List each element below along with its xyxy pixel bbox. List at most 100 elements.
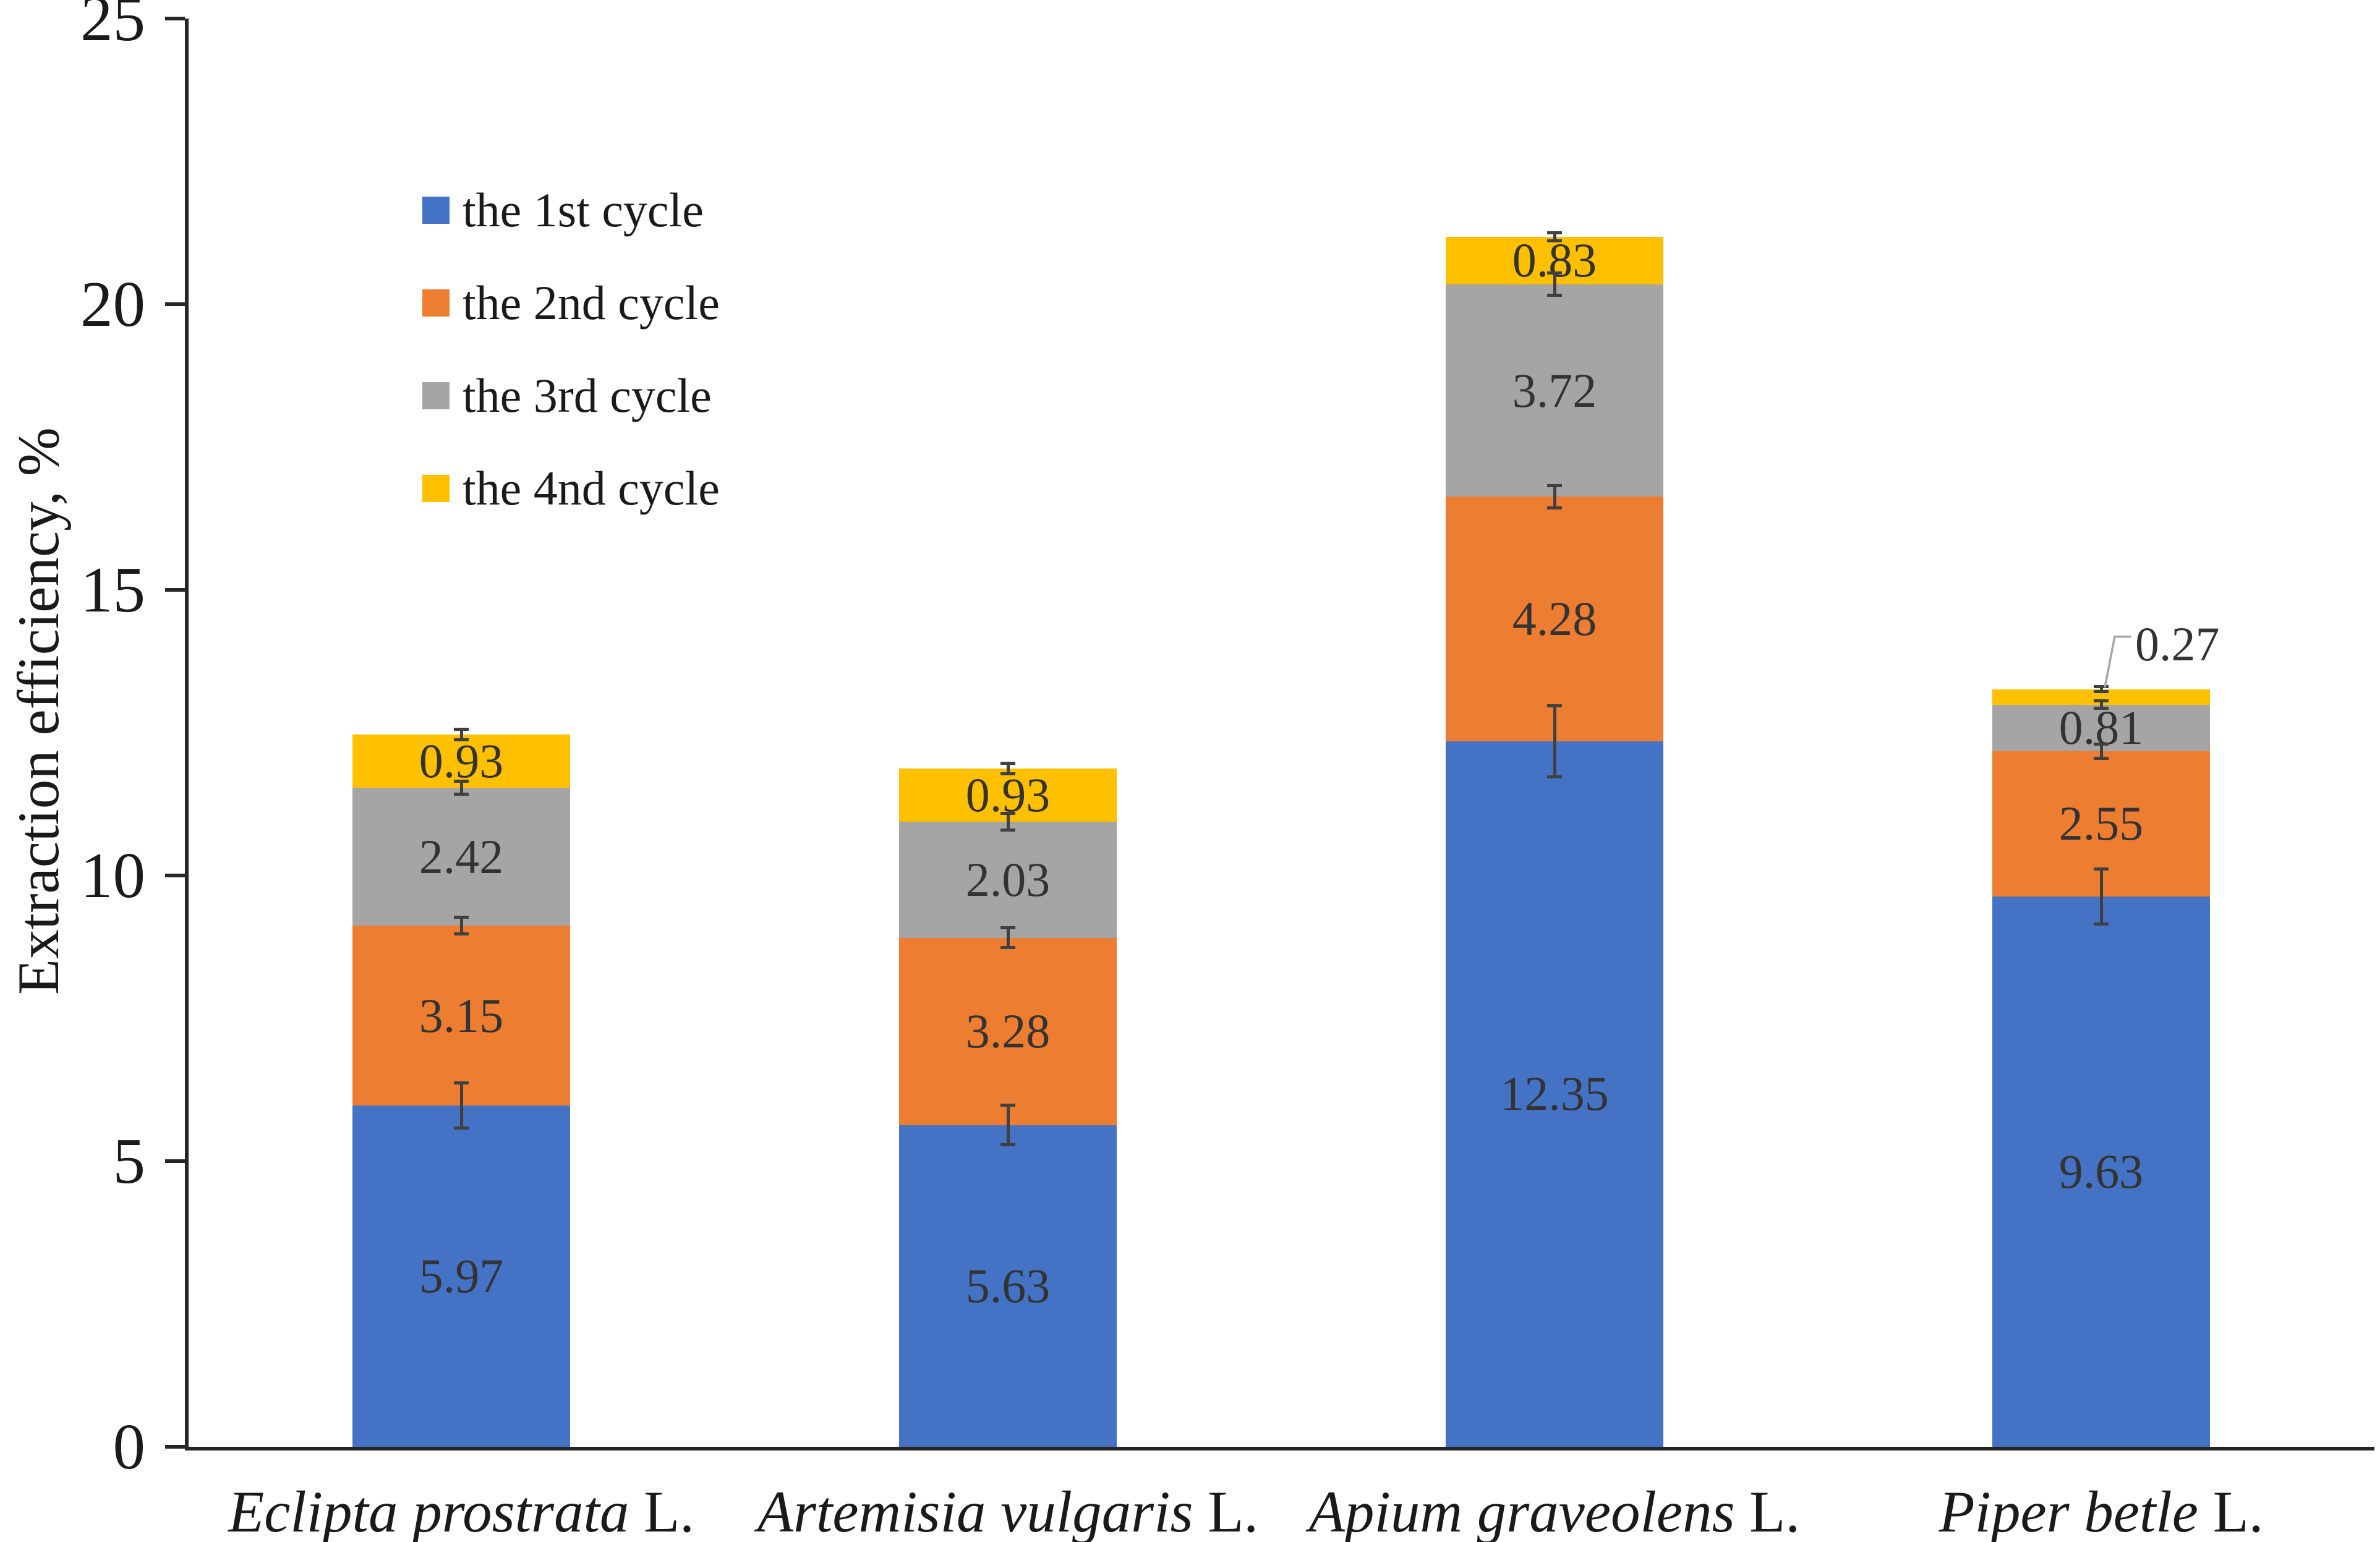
error-bar-top-cap — [454, 779, 469, 783]
error-bar-bottom-cap — [1000, 829, 1015, 832]
bar-segment — [899, 1125, 1117, 1447]
species-name: Eclipta prostrata — [228, 1479, 629, 1542]
error-bar-bottom-cap — [2094, 707, 2109, 710]
error-bar-bottom-cap — [1000, 772, 1015, 776]
error-bar-line — [1553, 232, 1556, 242]
error-bar-line — [1553, 273, 1556, 296]
error-bar-bottom-cap — [2094, 922, 2109, 926]
error-bar-bottom-cap — [1547, 775, 1562, 779]
species-suffix: L. — [1193, 1479, 1259, 1542]
bar-segment-label: 0.93 — [965, 768, 1051, 822]
error-bar-top-cap — [2094, 742, 2109, 746]
bar-segment-label: 2.42 — [419, 829, 504, 884]
species-suffix: L. — [2198, 1479, 2264, 1542]
y-tick-mark — [165, 302, 185, 306]
y-tick-mark — [165, 874, 185, 877]
x-axis-category-label: Piper betle L. — [1828, 1483, 2374, 1541]
error-bar-bottom-cap — [1000, 1143, 1015, 1147]
error-bar-top-cap — [454, 727, 469, 731]
error-bar-top-cap — [2094, 867, 2109, 871]
error-bar-bottom-cap — [454, 932, 469, 936]
error-bar-bottom-cap — [454, 1127, 469, 1130]
legend-item-label: the 1st cycle — [463, 183, 704, 237]
error-bar-top-cap — [1000, 761, 1015, 765]
error-bar-line — [460, 917, 463, 935]
error-bar-top-cap — [454, 1081, 469, 1085]
error-bar-line — [2100, 701, 2103, 709]
species-suffix: L. — [1734, 1479, 1801, 1542]
bar-segment-label: 5.97 — [419, 1249, 504, 1303]
error-bar-line — [460, 780, 463, 794]
error-bar-line — [2100, 686, 2103, 692]
x-axis-category-label: Apium graveolens L. — [1281, 1483, 1828, 1541]
y-tick-label: 5 — [113, 1125, 146, 1197]
bar-segment — [1446, 284, 1663, 497]
legend-swatch — [422, 197, 450, 224]
bar-segment — [899, 822, 1117, 938]
error-bar-line — [1007, 1105, 1010, 1146]
error-bar-line — [1007, 813, 1010, 830]
error-bar-top-cap — [1547, 231, 1562, 234]
legend-swatch — [422, 382, 450, 409]
error-bar-top-cap — [454, 916, 469, 919]
bar-segment-label: 3.72 — [1512, 363, 1597, 417]
y-tick-label: 20 — [80, 268, 145, 340]
bar-segment-label: 3.15 — [419, 988, 504, 1042]
error-bar-line — [2100, 743, 2103, 759]
error-bar-bottom-cap — [454, 792, 469, 796]
error-bar-top-cap — [1000, 926, 1015, 930]
y-tick-label: 15 — [80, 553, 145, 626]
error-bar-top-cap — [1000, 812, 1015, 816]
bar-segment — [899, 937, 1117, 1125]
callout-label: 0.27 — [2135, 616, 2220, 671]
y-tick-label: 10 — [80, 839, 145, 911]
error-bar-line — [2100, 868, 2103, 925]
error-bar-bottom-cap — [1547, 294, 1562, 297]
error-bar-bottom-cap — [2094, 756, 2109, 760]
species-suffix: L. — [629, 1479, 694, 1542]
bar-segment-label: 3.28 — [965, 1004, 1051, 1059]
error-bar-bottom-cap — [2094, 690, 2109, 694]
legend-item-label: the 4nd cycle — [463, 461, 720, 515]
legend-swatch — [422, 289, 450, 317]
error-bar-line — [1553, 705, 1556, 778]
error-bar-bottom-cap — [454, 738, 469, 741]
bar-segment — [352, 787, 570, 926]
error-bar-bottom-cap — [1547, 506, 1562, 509]
bar-segment — [1992, 897, 2210, 1447]
bar-segment-label: 12.35 — [1500, 1067, 1609, 1121]
y-tick-mark — [165, 1159, 185, 1163]
species-name: Piper betle — [1939, 1479, 2198, 1542]
error-bar-top-cap — [1547, 271, 1562, 275]
error-bar-line — [1007, 762, 1010, 775]
bar-segment — [1446, 741, 1663, 1447]
error-bar-line — [460, 1083, 463, 1129]
bar-segment — [1446, 496, 1663, 741]
leader-line — [2104, 636, 2131, 688]
error-bar-top-cap — [1000, 1104, 1015, 1107]
x-axis-line — [185, 1447, 2374, 1450]
y-axis-line — [185, 19, 189, 1450]
y-tick-label: 0 — [113, 1410, 146, 1483]
legend-swatch — [422, 475, 450, 502]
bar-segment-label: 5.63 — [965, 1258, 1051, 1313]
y-tick-mark — [165, 588, 185, 592]
legend-item-label: the 2nd cycle — [463, 276, 720, 330]
species-name: Apium graveolens — [1308, 1479, 1735, 1542]
bar-segment — [352, 734, 570, 788]
y-tick-label: 25 — [80, 0, 145, 54]
error-bar-top-cap — [1547, 483, 1562, 487]
bar-segment-label: 2.03 — [965, 852, 1051, 906]
legend-item-label: the 3rd cycle — [463, 368, 712, 422]
error-bar-bottom-cap — [1000, 946, 1015, 950]
bar-segment — [352, 1105, 570, 1447]
error-bar-bottom-cap — [1547, 239, 1562, 243]
x-axis-category-label: Artemisia vulgaris L. — [735, 1483, 1281, 1541]
error-bar-line — [1553, 485, 1556, 508]
species-name: Artemisia vulgaris — [757, 1479, 1193, 1542]
bar-segment-label: 9.63 — [2058, 1144, 2144, 1199]
bar-segment-label: 4.28 — [1512, 592, 1597, 646]
y-tick-mark — [165, 1445, 185, 1449]
error-bar-top-cap — [2094, 699, 2109, 703]
